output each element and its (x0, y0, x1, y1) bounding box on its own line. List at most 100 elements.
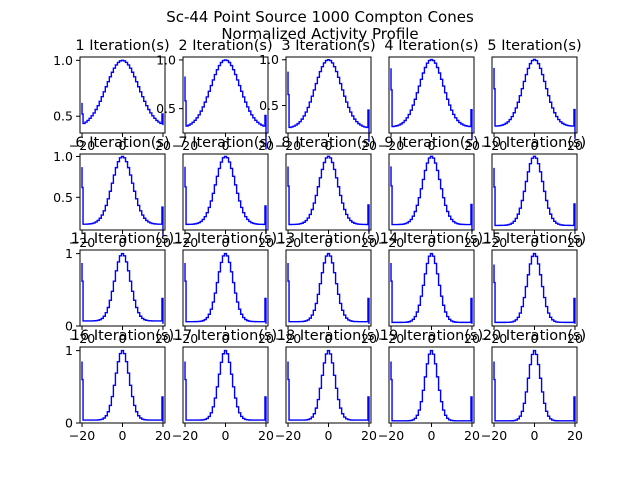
y-tick-label: 0.5 (259, 98, 279, 113)
subplot-title: 20 Iteration(s) (483, 328, 586, 344)
profile-line (493, 155, 576, 231)
subplot-title: 17 Iteration(s) (174, 328, 277, 344)
x-tick-label: 0 (531, 235, 539, 250)
y-tick-label: 1.0 (53, 53, 73, 68)
x-tick-label: 0 (325, 428, 333, 443)
x-tick-label: −20 (481, 235, 507, 250)
y-tick-label: 0 (65, 319, 73, 334)
profile-line (287, 155, 370, 233)
subplot-title: 8 Iteration(s) (281, 135, 375, 151)
x-tick-label: 0 (428, 138, 436, 153)
x-tick-label: −20 (172, 331, 198, 346)
y-tick-label: 1.0 (156, 52, 176, 67)
subplot-3: −20 0 20 0.5 1.03 Iteration(s) (259, 38, 377, 153)
figure-title-line2: Normalized Activity Profile (221, 25, 418, 43)
profile-line (493, 349, 576, 423)
x-tick-label: −20 (172, 138, 198, 153)
subplot-18: −20 0 20 18 Iteration(s) (275, 328, 380, 443)
x-tick-label: 0 (531, 428, 539, 443)
x-tick-label: −20 (378, 428, 404, 443)
x-tick-label: −20 (69, 331, 95, 346)
subplot-title: 7 Iteration(s) (178, 135, 272, 151)
x-tick-label: 20 (361, 235, 377, 250)
y-tick-label: 0.5 (156, 101, 176, 116)
subplot-15: −20 0 20 15 Iteration(s) (481, 231, 586, 346)
x-tick-label: −20 (69, 428, 95, 443)
x-tick-label: 20 (258, 235, 274, 250)
x-tick-label: 20 (258, 331, 274, 346)
x-tick-label: 20 (464, 235, 480, 250)
profile-line (184, 155, 267, 234)
y-tick-label: 0.5 (53, 190, 73, 205)
subplot-title: 1 Iteration(s) (75, 38, 169, 54)
profile-line (81, 349, 164, 423)
x-tick-label: 0 (222, 331, 230, 346)
x-tick-label: 0 (222, 138, 230, 153)
x-tick-label: 0 (119, 138, 127, 153)
subplot-4: −20 0 20 4 Iteration(s) (378, 38, 480, 153)
x-tick-label: 0 (325, 138, 333, 153)
subplot-6: −20 0 20 0.5 1.06 Iteration(s) (53, 135, 171, 250)
y-tick-label: 1 (65, 246, 73, 261)
x-tick-label: 20 (464, 331, 480, 346)
x-tick-label: −20 (172, 428, 198, 443)
x-tick-label: 0 (119, 331, 127, 346)
x-tick-label: 20 (464, 428, 480, 443)
x-tick-label: 20 (361, 428, 377, 443)
x-tick-label: −20 (481, 138, 507, 153)
subplot-1: −20 0 20 0.5 1.01 Iteration(s) (53, 38, 171, 153)
subplot-title: 11 Iteration(s) (71, 231, 174, 247)
x-tick-label: 20 (155, 331, 171, 346)
subplot-title: 19 Iteration(s) (380, 328, 483, 344)
subplot-title: 18 Iteration(s) (277, 328, 380, 344)
profile-line (390, 58, 473, 140)
subplot-title: 3 Iteration(s) (281, 38, 375, 54)
subplot-title: 14 Iteration(s) (380, 231, 483, 247)
x-tick-label: 0 (428, 331, 436, 346)
x-tick-label: 20 (155, 138, 171, 153)
x-tick-label: −20 (481, 428, 507, 443)
subplot-title: 13 Iteration(s) (277, 231, 380, 247)
x-tick-label: 20 (567, 331, 583, 346)
x-tick-label: 20 (567, 428, 583, 443)
profile-line (81, 59, 164, 126)
x-tick-label: −20 (378, 235, 404, 250)
profile-line (287, 59, 370, 143)
subplot-7: −20 0 207 Iteration(s) (172, 135, 274, 250)
x-tick-label: 20 (567, 138, 583, 153)
profile-line (184, 59, 267, 150)
subplot-9: −20 0 209 Iteration(s) (378, 135, 480, 250)
y-tick-label: 0 (65, 416, 73, 431)
profile-line (287, 349, 370, 423)
profile-line (184, 252, 267, 324)
subplot-grid: −20 0 200.51.01 Iteration(s)−20 0 200.51.02 … (53, 38, 586, 443)
subplot-title: 2 Iteration(s) (178, 38, 272, 54)
x-tick-label: −20 (275, 331, 301, 346)
subplot-title: 5 Iteration(s) (487, 38, 581, 54)
x-tick-label: 0 (531, 331, 539, 346)
y-tick-label: 1.0 (53, 149, 73, 164)
x-tick-label: 0 (325, 331, 333, 346)
x-tick-label: 20 (155, 428, 171, 443)
y-tick-label: 0.5 (53, 109, 73, 124)
x-tick-label: −20 (172, 235, 198, 250)
x-tick-label: 20 (258, 138, 274, 153)
x-tick-label: 0 (119, 235, 127, 250)
x-tick-label: −20 (378, 138, 404, 153)
profile-line (390, 349, 473, 423)
x-tick-label: 20 (155, 235, 171, 250)
subplot-title: 15 Iteration(s) (483, 231, 586, 247)
profile-line (81, 155, 164, 236)
profile-line (184, 349, 267, 423)
x-tick-label: −20 (275, 428, 301, 443)
x-tick-label: 0 (428, 235, 436, 250)
